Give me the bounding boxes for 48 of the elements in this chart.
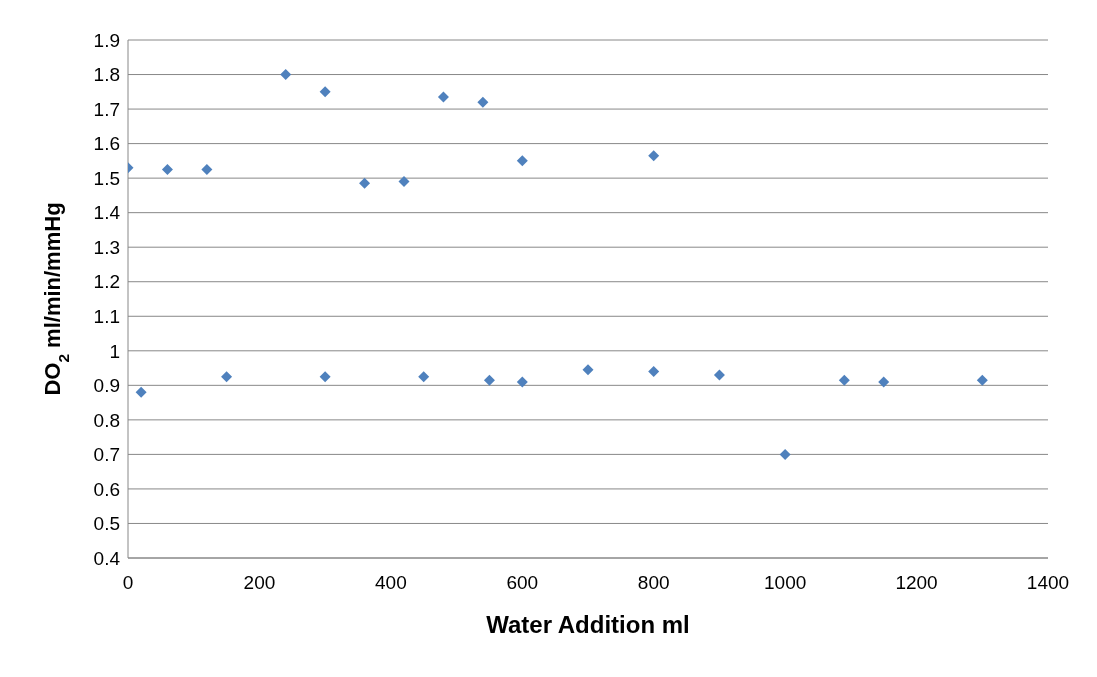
point xyxy=(713,369,725,381)
y-tick-label: 1.7 xyxy=(93,98,120,120)
point xyxy=(477,96,489,108)
y-tick-label: 1.3 xyxy=(93,236,120,258)
point xyxy=(582,364,594,376)
x-tick-label: 1200 xyxy=(895,572,938,594)
y-tick-label: 1.2 xyxy=(93,271,120,293)
y-tick-label: 1.6 xyxy=(93,133,120,155)
point xyxy=(319,86,331,98)
point xyxy=(418,371,430,383)
x-tick-label: 0 xyxy=(122,572,134,594)
point xyxy=(437,91,449,103)
x-axis-title: Water Addition ml xyxy=(486,611,690,638)
x-tick-label: 600 xyxy=(506,572,539,594)
y-tick-label: 0.4 xyxy=(93,547,121,569)
point xyxy=(483,374,495,386)
point xyxy=(359,177,371,189)
y-tick-label: 1.9 xyxy=(93,29,120,51)
point xyxy=(516,376,528,388)
y-tick-label: 1 xyxy=(109,340,120,362)
point xyxy=(878,376,890,388)
y-tick-label: 1.4 xyxy=(93,202,121,224)
point xyxy=(319,371,331,383)
point xyxy=(280,69,292,81)
point xyxy=(838,374,850,386)
y-tick-label: 1.8 xyxy=(93,64,120,86)
y-tick-label: 0.5 xyxy=(93,513,120,535)
point xyxy=(976,374,988,386)
y-tick-label: 1.5 xyxy=(93,167,120,189)
point xyxy=(221,371,233,383)
point xyxy=(161,164,173,175)
x-tick-label: 1000 xyxy=(764,572,807,594)
y-tick-label: 0.7 xyxy=(93,444,120,466)
y-tick-label: 1.1 xyxy=(93,306,120,328)
y-tick-label: 0.6 xyxy=(93,478,120,500)
point xyxy=(398,176,410,188)
point xyxy=(201,164,213,175)
x-tick-label: 800 xyxy=(637,572,670,594)
point xyxy=(648,150,660,162)
point xyxy=(648,366,660,378)
y-tick-label: 0.9 xyxy=(93,375,120,397)
point xyxy=(135,386,147,398)
x-tick-label: 200 xyxy=(243,572,276,594)
x-tick-label: 1400 xyxy=(1026,572,1070,594)
x-tick-label: 400 xyxy=(375,572,407,594)
y-tick-label: 0.8 xyxy=(93,409,120,431)
point xyxy=(779,448,791,460)
point xyxy=(516,155,528,167)
